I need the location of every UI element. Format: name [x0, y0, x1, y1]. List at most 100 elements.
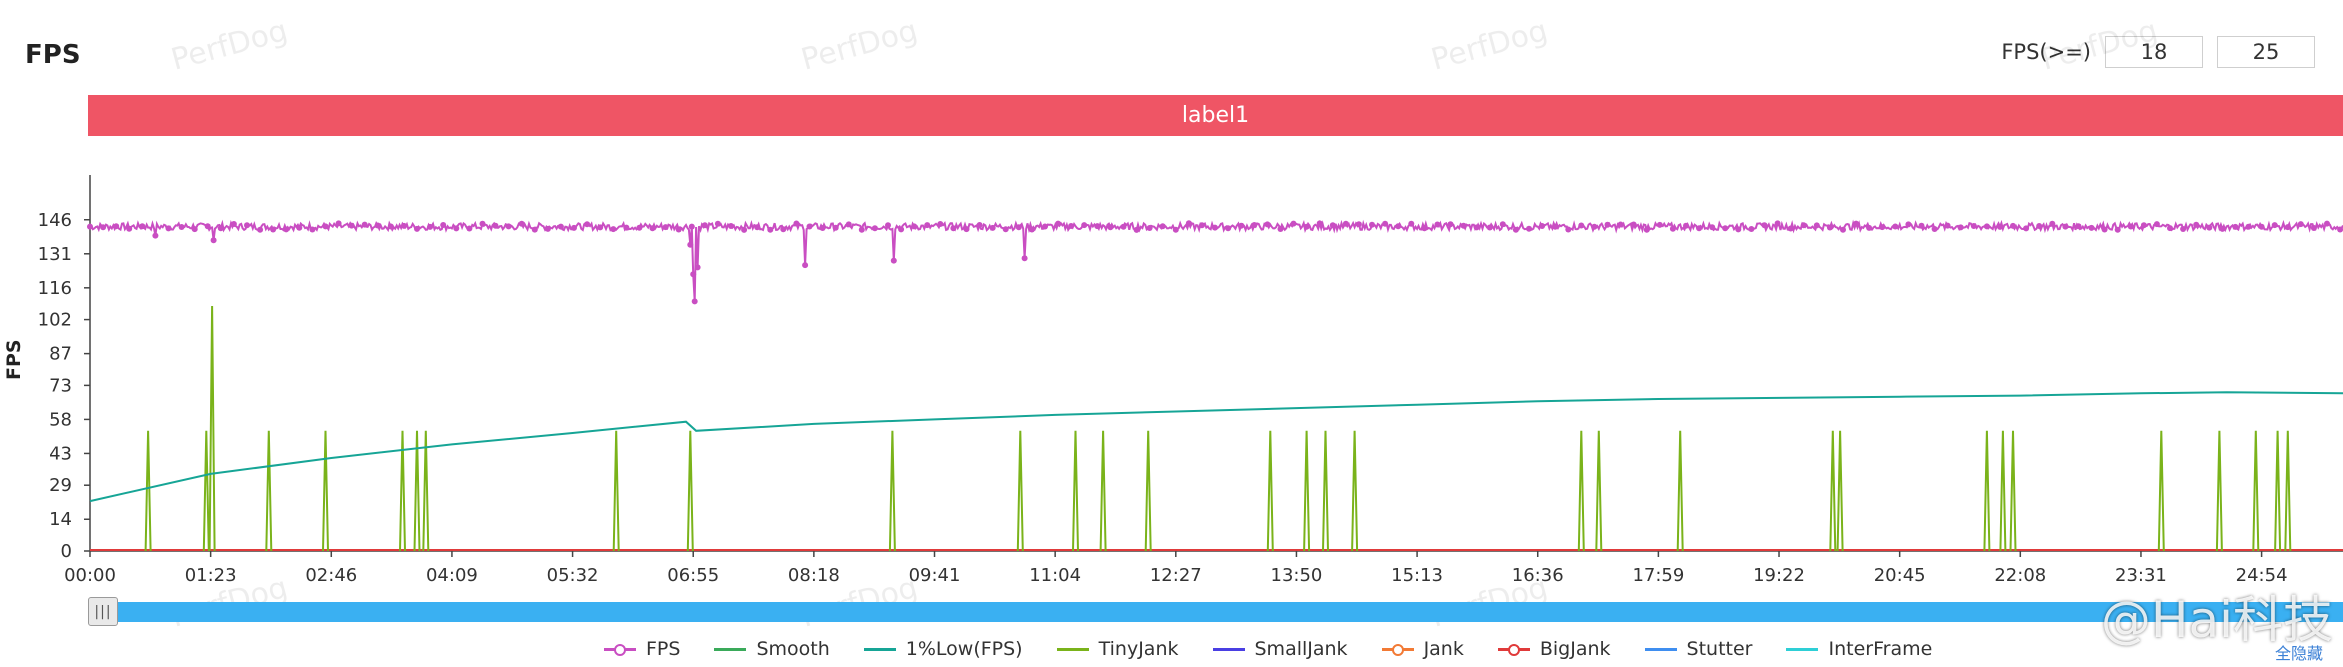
x-tick-label: 17:59 — [1632, 565, 1684, 586]
legend-item-jank[interactable]: Jank — [1381, 638, 1464, 660]
y-tick-label: 14 — [49, 509, 72, 530]
fps-point — [1081, 222, 1088, 229]
fps-point — [871, 225, 878, 232]
fps-point — [2245, 223, 2252, 230]
legend-swatch — [1381, 643, 1414, 656]
x-tick-label: 05:32 — [547, 565, 599, 586]
fps-threshold-input-2[interactable] — [2217, 36, 2315, 68]
fps-point — [335, 220, 342, 227]
fps-point — [937, 221, 944, 227]
fps-point — [505, 223, 512, 230]
fps-point — [858, 226, 865, 233]
x-tick-label: 12:27 — [1150, 565, 1202, 586]
fps-point — [1159, 223, 1166, 230]
legend-label: Smooth — [756, 638, 830, 660]
label-bar[interactable]: label1 — [88, 95, 2343, 136]
fps-point — [2219, 225, 2226, 232]
fps-point — [2258, 223, 2265, 230]
fps-point — [691, 298, 698, 305]
fps-point — [890, 257, 897, 264]
fps-point — [1918, 222, 1925, 229]
legend-item-bigjank[interactable]: BigJank — [1497, 638, 1611, 660]
x-tick-label: 11:04 — [1029, 565, 1081, 586]
y-tick-label: 43 — [49, 443, 72, 464]
fps-point — [1643, 226, 1650, 233]
legend-item-smalljank[interactable]: SmallJank — [1212, 638, 1348, 660]
fps-point — [1578, 222, 1585, 229]
fps-point — [1185, 220, 1192, 227]
fps-point — [230, 221, 237, 227]
x-tick-label: 19:22 — [1753, 565, 1805, 586]
fps-point — [1421, 225, 1428, 232]
legend-item-1-low-fps-[interactable]: 1%Low(FPS) — [863, 638, 1023, 660]
fps-point — [2140, 222, 2147, 229]
fps-point — [2049, 220, 2056, 227]
legend-item-tinyjank[interactable]: TinyJank — [1056, 638, 1179, 660]
fps-point — [2310, 225, 2317, 231]
fps-point — [1656, 221, 1663, 228]
fps-point — [1212, 224, 1218, 231]
fps-point — [1369, 221, 1375, 228]
fps-point — [2062, 223, 2069, 230]
fps-point — [2284, 224, 2291, 231]
fps-point — [1042, 223, 1048, 230]
fps-point — [2232, 223, 2239, 230]
fps-point — [1512, 226, 1519, 233]
fps-threshold-label: FPS(>=) — [2001, 40, 2091, 64]
hide-all-link[interactable]: 全隐藏 — [2274, 644, 2323, 663]
fps-point — [793, 220, 800, 227]
fps-point — [963, 226, 970, 233]
fps-point — [714, 220, 721, 227]
fps-point — [1329, 222, 1336, 229]
legend-label: Jank — [1423, 638, 1464, 660]
fps-point — [1225, 225, 1232, 232]
fps-point — [139, 223, 146, 230]
fps-point — [885, 222, 891, 229]
fps-point — [1460, 222, 1467, 229]
fps-point — [687, 241, 694, 248]
fps-point — [1552, 223, 1559, 230]
fps-point — [690, 271, 697, 278]
time-range-slider[interactable] — [88, 602, 2343, 622]
fps-point — [210, 237, 217, 244]
fps-point — [2324, 220, 2330, 227]
fps-point — [1879, 224, 1886, 231]
y-tick-label: 73 — [49, 375, 72, 396]
fps-point — [1342, 220, 1349, 227]
chart-legend: FPS Smooth 1%Low(FPS) TinyJank SmallJank Jank… — [604, 638, 1966, 660]
fps-point — [296, 224, 303, 231]
fps-point — [374, 222, 381, 229]
legend-swatch — [1212, 643, 1245, 655]
fps-point — [1055, 220, 1062, 227]
fps-point — [911, 223, 918, 230]
fps-point — [1015, 224, 1022, 231]
fps-point — [1840, 226, 1846, 233]
fps-point — [217, 225, 224, 232]
fps-point — [2193, 221, 2200, 228]
slider-handle-left[interactable]: ||| — [88, 597, 118, 626]
fps-point — [1120, 223, 1127, 230]
x-tick-label: 15:13 — [1391, 565, 1443, 586]
fps-point — [2180, 226, 2187, 232]
legend-label: 1%Low(FPS) — [905, 638, 1023, 660]
fps-point — [1526, 225, 1532, 232]
series-tinyjank-line — [144, 305, 2292, 552]
fps-point — [1238, 222, 1245, 229]
fps-point — [1604, 221, 1611, 228]
fps-point — [531, 226, 538, 233]
legend-item-smooth[interactable]: Smooth — [714, 638, 830, 660]
x-tick-label: 13:50 — [1271, 565, 1323, 586]
legend-item-interframe[interactable]: InterFrame — [1786, 638, 1932, 660]
fps-point — [780, 226, 787, 233]
x-tick-label: 23:31 — [2115, 565, 2167, 586]
legend-item-fps[interactable]: FPS — [604, 638, 680, 660]
fps-point — [2023, 225, 2030, 232]
fps-point — [387, 223, 394, 230]
fps-point — [1617, 221, 1624, 228]
fps-point — [1133, 226, 1140, 233]
legend-item-stutter[interactable]: Stutter — [1644, 638, 1752, 660]
x-tick-label: 16:36 — [1512, 565, 1564, 586]
fps-threshold-input-1[interactable] — [2105, 36, 2203, 68]
page-title: FPS — [25, 40, 81, 70]
fps-point — [1395, 223, 1402, 230]
